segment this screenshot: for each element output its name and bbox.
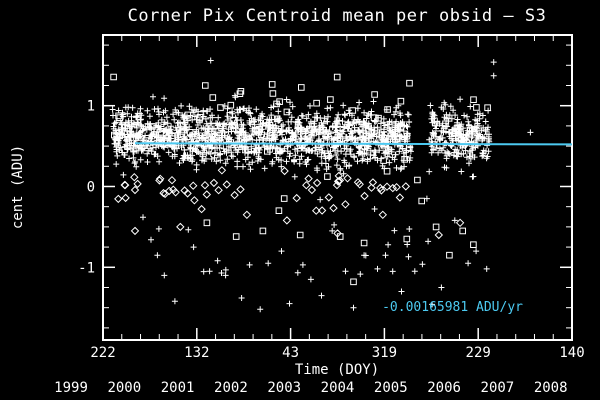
scatter-zero-line-diamonds — [114, 166, 411, 215]
year-tick-label: 2007 — [481, 380, 515, 396]
outlier-plus-points — [140, 57, 534, 313]
year-tick-label: 1999 — [54, 380, 88, 396]
doy-tick-label: 140 — [559, 345, 584, 361]
tick-labels: 1 0 -1 222 132 43 319 229 140 1999 2000 2001 2002 200… — [54, 99, 584, 396]
doy-tick-label: 319 — [372, 345, 397, 361]
doy-tick-label: 43 — [282, 345, 299, 361]
trend-annotation: -0.00165981 ADU/yr — [382, 300, 523, 315]
year-tick-label: 2006 — [427, 380, 461, 396]
scatter-points — [109, 57, 534, 313]
x-axis-label: Time (DOY) — [295, 362, 379, 378]
y-tick-label: 0 — [87, 179, 95, 195]
plot-title: Corner Pix Centroid mean per obsid — S3 — [128, 6, 547, 26]
plot-border — [102, 34, 573, 341]
doy-tick-label: 132 — [184, 345, 209, 361]
y-axis-label: cent (ADU) — [10, 145, 26, 229]
text-labels: Corner Pix Centroid mean per obsid — S3 … — [10, 6, 546, 378]
y-tick-label: -1 — [78, 260, 95, 276]
year-tick-label: 2002 — [214, 380, 248, 396]
scatter-main-plus-cloud — [109, 92, 493, 180]
doy-tick-label: 229 — [466, 345, 491, 361]
outlier-square-points — [202, 82, 477, 286]
axis-ticks — [102, 35, 573, 340]
year-tick-label: 2005 — [374, 380, 408, 396]
year-tick-label: 2001 — [161, 380, 195, 396]
doy-tick-label: 222 — [90, 345, 115, 361]
year-tick-label: 2004 — [321, 380, 355, 396]
outlier-diamond-points — [130, 204, 465, 240]
year-tick-label: 2003 — [267, 380, 301, 396]
year-tick-label: 2008 — [534, 380, 568, 396]
scatter-low-plus-texture — [155, 195, 436, 308]
year-tick-label: 2000 — [107, 380, 141, 396]
y-tick-label: 1 — [87, 99, 95, 115]
trend-line — [134, 142, 573, 146]
